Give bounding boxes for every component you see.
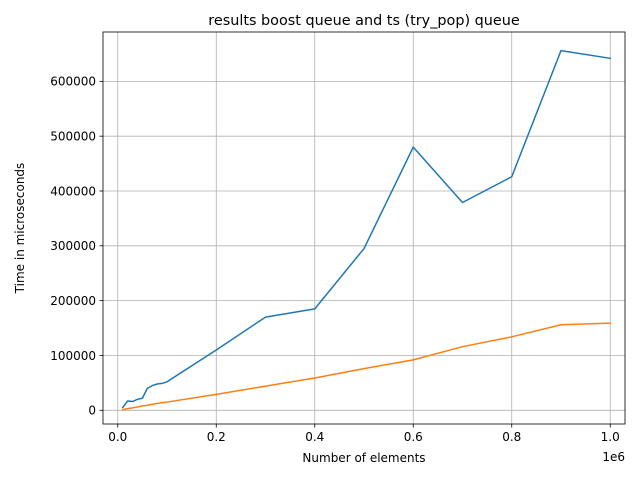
x-tick-label: 0.6: [404, 430, 423, 444]
y-axis-label: Time in microseconds: [13, 163, 27, 295]
axis-ticks: 0.0 0.2 0.4 0.6 0.8 1.0 0 100000 200000 300000 400…: [50, 75, 620, 444]
plot-frame: [102, 31, 626, 425]
y-tick-label: 400000: [50, 184, 96, 198]
series-line-1: [121, 49, 612, 409]
y-tick-label: 500000: [50, 129, 96, 143]
y-tick-label: 600000: [50, 75, 96, 89]
x-tick-label: 0.8: [502, 430, 521, 444]
x-tick-label: 1.0: [601, 430, 620, 444]
x-axis-offset-label: 1e6: [602, 450, 625, 464]
series-line-2: [121, 322, 612, 411]
x-tick-label: 0.2: [207, 430, 226, 444]
y-tick-label: 100000: [50, 349, 96, 363]
x-tick-label: 0.0: [108, 430, 127, 444]
y-tick-label: 0: [88, 404, 96, 418]
series-lines: [121, 49, 612, 411]
y-tick-label: 200000: [50, 294, 96, 308]
y-tick-label: 300000: [50, 239, 96, 253]
grid-lines: [103, 32, 625, 424]
chart-title: results boost queue and ts (try_pop) que…: [208, 13, 520, 29]
x-tick-label: 0.4: [305, 430, 324, 444]
x-axis-label: Number of elements: [302, 451, 425, 465]
